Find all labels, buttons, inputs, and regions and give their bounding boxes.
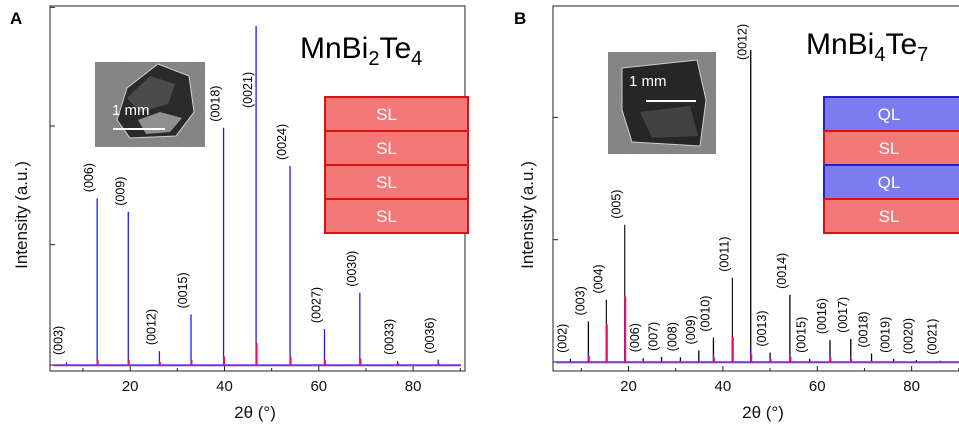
peak-label: (0015) — [795, 317, 809, 353]
x-tick-label: 80 — [405, 378, 422, 395]
peak-label: (0018) — [857, 311, 871, 347]
peak-label: (0036) — [423, 317, 437, 353]
x-tick-label: 40 — [715, 378, 732, 395]
layer-block — [324, 96, 469, 132]
layer-block — [324, 164, 469, 200]
layer-block — [823, 164, 959, 200]
compound-formula-a: MnBi2Te4 — [300, 32, 422, 70]
x-axis-title-a: 2θ (°) — [234, 403, 276, 422]
peak-label: (0013) — [755, 310, 769, 346]
peak-labels-b: (002) (003) (004) (005) (006) (007) (008) (009)… — [555, 24, 939, 355]
y-axis-title-a: Intensity (a.u.) — [12, 161, 31, 269]
peak-label: (0010) — [698, 296, 712, 332]
axis-ticks-a: 20 40 60 80 — [50, 6, 461, 395]
x-tick-label: 60 — [809, 378, 826, 395]
crystal-photo-b: 1 mm — [608, 52, 716, 154]
peak-label: (0021) — [925, 319, 939, 355]
traces-b — [556, 50, 959, 364]
x-tick-label: 20 — [620, 378, 637, 395]
peak-label: (009) — [684, 315, 698, 344]
peak-label: (008) — [665, 322, 679, 351]
crystal-photo-a: 1 mm — [95, 62, 205, 147]
peak-label: (0033) — [383, 319, 397, 355]
x-tick-label: 80 — [903, 378, 920, 395]
peak-label: (0015) — [176, 272, 190, 308]
layer-stack-a: SL SL SL SL — [324, 96, 469, 234]
plot-area-a: 20 40 60 80 1 mm (003) (006) (009) (0012) (0015… — [49, 5, 469, 395]
y-axis-title-b: Intensity (a.u.) — [518, 161, 537, 269]
x-tick-label: 40 — [216, 378, 233, 395]
panel-b: B Intensity (a.u.) 2θ (°) 20 40 60 80 1 mm … — [514, 5, 959, 422]
layer-label: QL — [878, 105, 901, 124]
layer-block — [324, 130, 469, 166]
layer-label: SL — [879, 139, 900, 158]
layer-label: SL — [376, 173, 397, 192]
plot-frame-b — [552, 5, 959, 372]
axis-ticks-b: 20 40 60 80 — [553, 116, 959, 395]
peak-label: (0016) — [815, 298, 829, 334]
peak-label: (0021) — [241, 72, 255, 108]
peak-label: (0012) — [144, 309, 158, 345]
peak-label: (0019) — [879, 317, 893, 353]
peak-label: (009) — [113, 177, 127, 206]
scale-label-b: 1 mm — [629, 73, 667, 90]
peak-label: (003) — [573, 286, 587, 315]
peak-label: (0027) — [309, 287, 323, 323]
traces-a — [53, 26, 461, 367]
peak-label: (006) — [82, 163, 96, 192]
layer-block — [823, 198, 959, 234]
layer-label: QL — [878, 173, 901, 192]
peak-label: (003) — [52, 326, 66, 355]
x-axis-title-b: 2θ (°) — [742, 403, 784, 422]
peak-label: (0017) — [836, 297, 850, 333]
peak-label: (007) — [647, 322, 661, 351]
peak-label: (0024) — [275, 124, 289, 160]
layer-block — [823, 96, 959, 132]
compound-formula-b: MnBi4Te7 — [806, 28, 928, 66]
layer-block — [324, 198, 469, 234]
panel-letter-a: A — [10, 9, 22, 28]
layer-stack-b: QL SL QL SL — [823, 96, 959, 234]
peak-label: (002) — [555, 324, 569, 353]
panel-letter-b: B — [514, 9, 526, 28]
x-tick-label: 60 — [310, 378, 327, 395]
layer-label: SL — [376, 207, 397, 226]
panel-a: A Intensity (a.u.) 2θ (°) 20 40 60 80 1 mm … — [10, 5, 469, 422]
layer-label: SL — [376, 139, 397, 158]
peak-label: (0030) — [345, 251, 359, 287]
peak-label: (006) — [628, 323, 642, 352]
peak-label: (004) — [591, 264, 605, 293]
peak-labels-a: (003) (006) (009) (0012) (0015) (0018) (0021) (… — [52, 72, 438, 355]
peak-label: (0020) — [901, 318, 915, 354]
plot-area-b: 20 40 60 80 1 mm (002)(003)(004)(005)(006)(… — [552, 5, 959, 395]
peak-label: (0012) — [736, 24, 750, 60]
peak-label: (0014) — [775, 253, 789, 289]
layer-label: SL — [879, 207, 900, 226]
x-tick-label: 20 — [122, 378, 139, 395]
peak-label: (0018) — [209, 86, 223, 122]
layer-label: SL — [376, 105, 397, 124]
peak-label: (0011) — [717, 237, 731, 272]
peak-label: (005) — [610, 190, 624, 219]
scale-label-a: 1 mm — [112, 102, 150, 119]
